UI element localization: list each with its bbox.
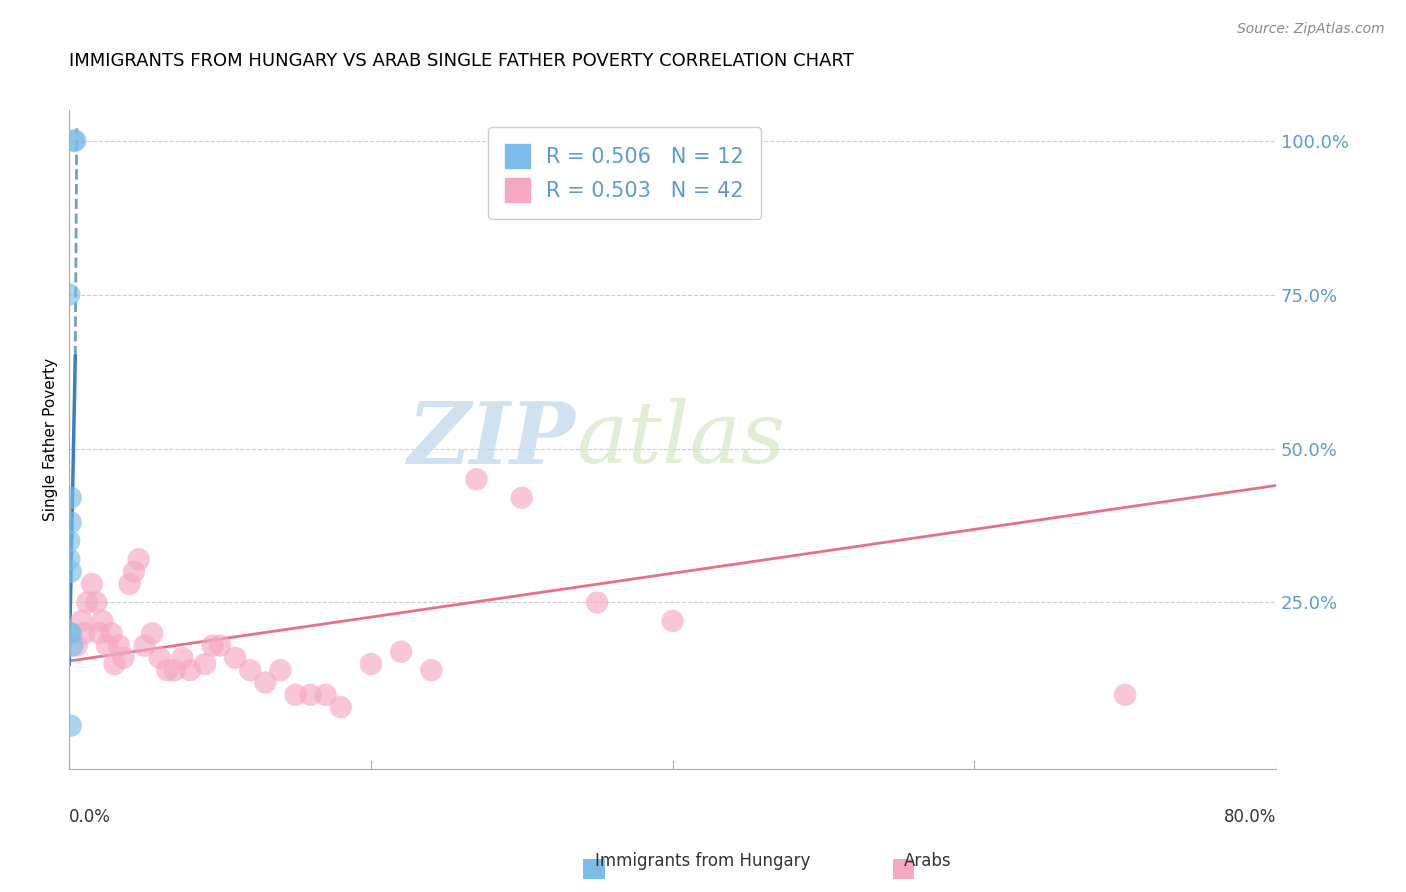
Text: atlas: atlas	[576, 398, 785, 481]
Point	[134, 639, 156, 653]
Legend: R = 0.506   N = 12, R = 0.503   N = 42: R = 0.506 N = 12, R = 0.503 N = 42	[488, 127, 761, 219]
Point	[122, 565, 145, 579]
Point	[284, 688, 307, 702]
Point	[59, 491, 82, 505]
Point	[73, 626, 96, 640]
Text: Immigrants from Hungary: Immigrants from Hungary	[595, 852, 811, 870]
Point	[96, 639, 118, 653]
Point	[360, 657, 382, 671]
Point	[420, 663, 443, 677]
Point	[254, 675, 277, 690]
Text: Source: ZipAtlas.com: Source: ZipAtlas.com	[1237, 22, 1385, 37]
Point	[209, 639, 232, 653]
Point	[76, 595, 98, 609]
Point	[510, 491, 533, 505]
Point	[661, 614, 683, 628]
Point	[118, 577, 141, 591]
Point	[172, 651, 194, 665]
Point	[103, 657, 125, 671]
Point	[224, 651, 246, 665]
Point	[163, 663, 186, 677]
Point	[299, 688, 322, 702]
Point	[141, 626, 163, 640]
Point	[91, 614, 114, 628]
Point	[80, 577, 103, 591]
Point	[62, 134, 84, 148]
Y-axis label: Single Father Poverty: Single Father Poverty	[44, 358, 58, 521]
Point	[329, 700, 352, 714]
Point	[58, 552, 80, 566]
Point	[149, 651, 172, 665]
Point	[58, 533, 80, 548]
Point	[194, 657, 217, 671]
Point	[59, 718, 82, 732]
Point	[60, 639, 83, 653]
Point	[179, 663, 201, 677]
Text: 0.0%: 0.0%	[69, 808, 111, 826]
Point	[239, 663, 262, 677]
Point	[59, 516, 82, 530]
Point	[58, 626, 80, 640]
Text: 80.0%: 80.0%	[1223, 808, 1277, 826]
Point	[201, 639, 224, 653]
Point	[58, 287, 80, 301]
Text: Arabs: Arabs	[904, 852, 952, 870]
Text: ZIP: ZIP	[408, 398, 576, 481]
Point	[59, 565, 82, 579]
Point	[389, 645, 412, 659]
Point	[315, 688, 337, 702]
Point	[59, 626, 82, 640]
Point	[128, 552, 150, 566]
Point	[269, 663, 291, 677]
Point	[65, 134, 87, 148]
Point	[66, 639, 89, 653]
Point	[112, 651, 135, 665]
Point	[1114, 688, 1136, 702]
Point	[70, 614, 93, 628]
Point	[86, 595, 108, 609]
Point	[100, 626, 122, 640]
Point	[586, 595, 609, 609]
Point	[465, 472, 488, 486]
Point	[89, 626, 111, 640]
Point	[108, 639, 131, 653]
Text: IMMIGRANTS FROM HUNGARY VS ARAB SINGLE FATHER POVERTY CORRELATION CHART: IMMIGRANTS FROM HUNGARY VS ARAB SINGLE F…	[69, 53, 853, 70]
Point	[156, 663, 179, 677]
